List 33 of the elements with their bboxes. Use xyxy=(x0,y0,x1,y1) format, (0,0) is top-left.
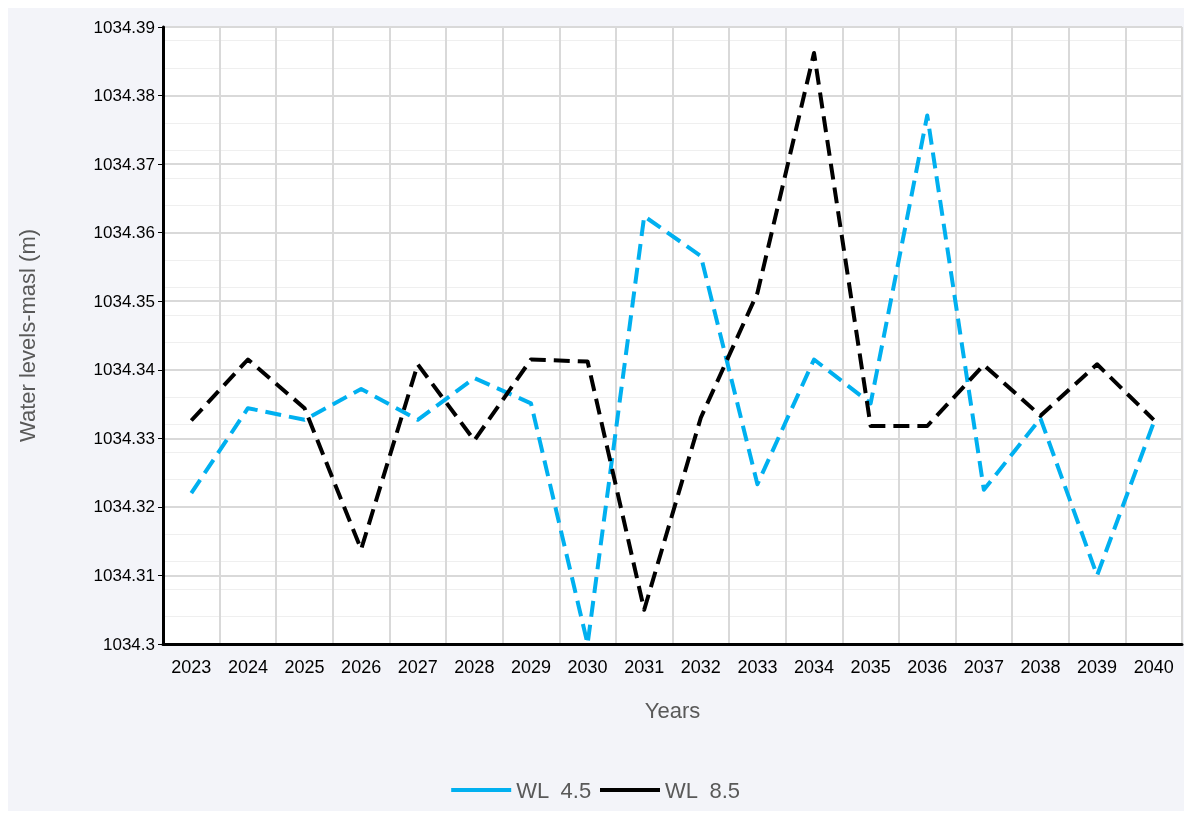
x-axis-title: Years xyxy=(644,697,701,723)
x-tick-label: 2027 xyxy=(397,657,438,677)
x-tick-label: 2030 xyxy=(567,657,608,677)
y-axis-title: Water levels-masl (m) xyxy=(14,228,40,443)
x-tick-label: 2032 xyxy=(680,657,721,677)
x-tick-label: 2034 xyxy=(794,657,835,677)
x-tick-label: 2026 xyxy=(341,657,382,677)
x-tick-label: 2033 xyxy=(737,657,778,677)
y-tick-label: 1034.31 xyxy=(93,565,155,585)
y-tick-label: 1034.33 xyxy=(93,428,155,448)
y-tick-label: 1034.38 xyxy=(93,86,155,106)
x-tick-label: 2039 xyxy=(1077,657,1118,677)
x-tick-label: 2029 xyxy=(510,657,551,677)
line-series xyxy=(189,51,1156,612)
y-tick-label: 1034.32 xyxy=(93,497,155,517)
y-tick-label: 1034.37 xyxy=(93,154,155,174)
x-tick-label: 2040 xyxy=(1133,657,1174,677)
x-tick-label: 2035 xyxy=(850,657,891,677)
y-tick-label: 1034.3 xyxy=(103,634,155,654)
x-tick-label: 2038 xyxy=(1020,657,1061,677)
y-tick-label: 1034.34 xyxy=(93,360,155,380)
legend-label: WL 8.5 xyxy=(665,777,740,803)
x-tick-label: 2037 xyxy=(963,657,1004,677)
legend-label: WL 4.5 xyxy=(516,777,592,803)
x-tick-label: 2023 xyxy=(171,657,212,677)
x-tick-label: 2024 xyxy=(227,657,268,677)
y-tick-label: 1034.36 xyxy=(93,223,155,243)
x-tick-label: 2036 xyxy=(907,657,948,677)
x-tick-label: 2025 xyxy=(284,657,325,677)
y-tick-label: 1034.39 xyxy=(93,17,155,37)
x-tick-label: 2028 xyxy=(454,657,495,677)
y-tick-label: 1034.35 xyxy=(93,291,155,311)
x-tick-label: 2031 xyxy=(624,657,665,677)
